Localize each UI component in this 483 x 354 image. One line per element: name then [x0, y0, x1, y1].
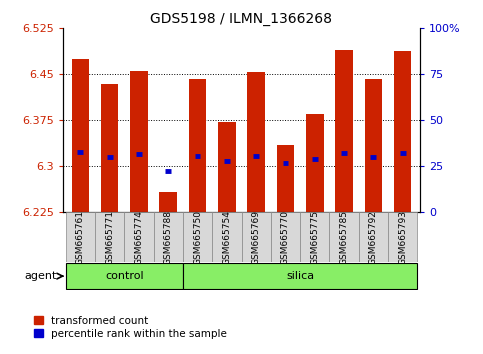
- Text: GSM665785: GSM665785: [340, 210, 349, 265]
- FancyBboxPatch shape: [388, 212, 417, 262]
- Bar: [365, 79, 382, 212]
- Text: GSM665774: GSM665774: [134, 210, 143, 265]
- Bar: [101, 84, 118, 212]
- FancyBboxPatch shape: [300, 212, 329, 262]
- Title: GDS5198 / ILMN_1366268: GDS5198 / ILMN_1366268: [151, 12, 332, 26]
- Text: GSM665761: GSM665761: [76, 210, 85, 265]
- FancyBboxPatch shape: [359, 212, 388, 262]
- FancyBboxPatch shape: [183, 212, 212, 262]
- Bar: [335, 50, 353, 212]
- Text: GSM665754: GSM665754: [222, 210, 231, 265]
- Bar: [306, 114, 324, 212]
- FancyBboxPatch shape: [271, 212, 300, 262]
- Legend: transformed count, percentile rank within the sample: transformed count, percentile rank withi…: [34, 316, 227, 339]
- Text: control: control: [105, 271, 143, 281]
- Text: GSM665775: GSM665775: [310, 210, 319, 265]
- Text: GSM665792: GSM665792: [369, 210, 378, 265]
- FancyBboxPatch shape: [66, 263, 183, 289]
- Bar: [189, 79, 206, 212]
- FancyBboxPatch shape: [329, 212, 359, 262]
- Bar: [71, 59, 89, 212]
- Text: agent: agent: [25, 271, 57, 281]
- FancyBboxPatch shape: [66, 212, 95, 262]
- Bar: [130, 71, 148, 212]
- Bar: [394, 51, 412, 212]
- FancyBboxPatch shape: [95, 212, 124, 262]
- Text: GSM665769: GSM665769: [252, 210, 261, 265]
- Text: silica: silica: [286, 271, 314, 281]
- Text: GSM665750: GSM665750: [193, 210, 202, 265]
- Bar: [159, 192, 177, 212]
- Text: GSM665793: GSM665793: [398, 210, 407, 265]
- Text: GSM665770: GSM665770: [281, 210, 290, 265]
- Bar: [218, 121, 236, 212]
- FancyBboxPatch shape: [242, 212, 271, 262]
- FancyBboxPatch shape: [124, 212, 154, 262]
- Bar: [247, 72, 265, 212]
- FancyBboxPatch shape: [183, 263, 417, 289]
- Bar: [277, 145, 294, 212]
- FancyBboxPatch shape: [212, 212, 242, 262]
- Text: GSM665771: GSM665771: [105, 210, 114, 265]
- FancyBboxPatch shape: [154, 212, 183, 262]
- Text: GSM665788: GSM665788: [164, 210, 173, 265]
